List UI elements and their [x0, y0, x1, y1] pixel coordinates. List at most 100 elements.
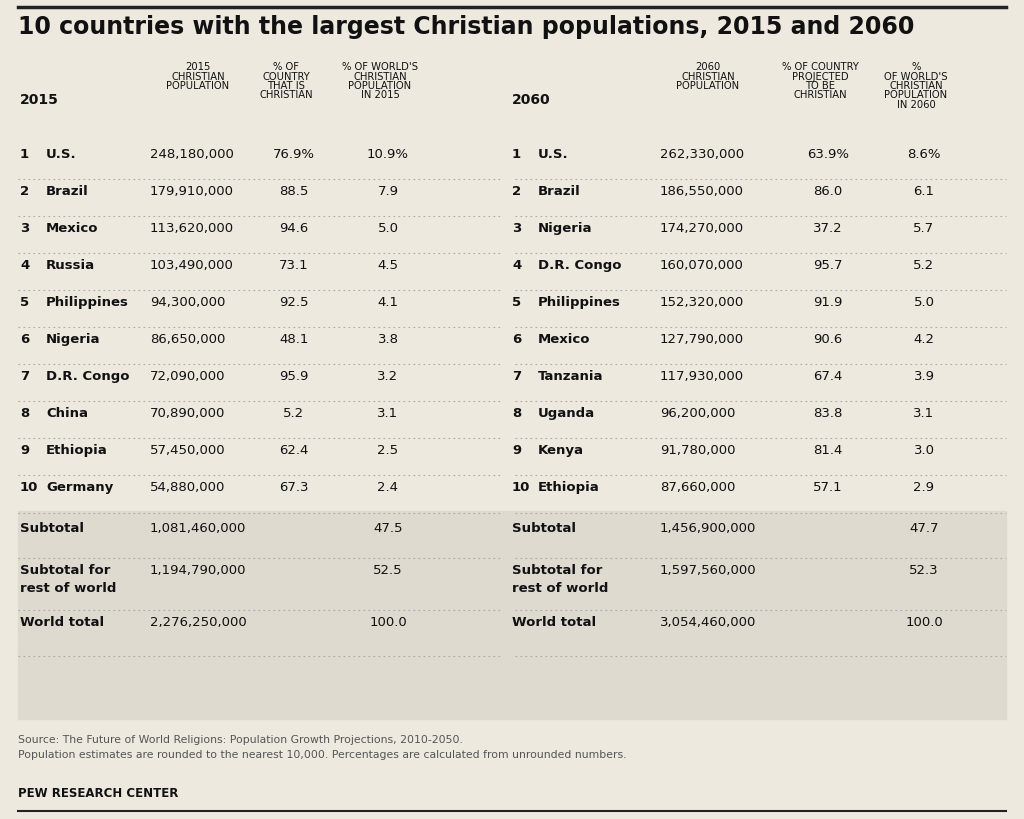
Text: Russia: Russia	[46, 259, 95, 272]
Text: 100.0: 100.0	[369, 615, 407, 628]
Text: 100.0: 100.0	[905, 615, 943, 628]
Text: 3.0: 3.0	[913, 443, 935, 456]
Text: 88.5: 88.5	[280, 185, 308, 197]
Text: 7: 7	[20, 369, 29, 382]
Text: 3: 3	[512, 222, 521, 235]
Text: 152,320,000: 152,320,000	[660, 296, 744, 309]
Text: CHRISTIAN: CHRISTIAN	[681, 71, 735, 81]
Text: Brazil: Brazil	[538, 185, 581, 197]
Text: 5.0: 5.0	[378, 222, 398, 235]
Text: 1: 1	[20, 147, 29, 161]
Text: 67.3: 67.3	[280, 481, 309, 493]
Text: 4: 4	[512, 259, 521, 272]
Text: Subtotal for
rest of world: Subtotal for rest of world	[512, 563, 608, 595]
Text: 57.1: 57.1	[813, 481, 843, 493]
Text: 96,200,000: 96,200,000	[660, 406, 735, 419]
Text: 9: 9	[512, 443, 521, 456]
Text: 174,270,000: 174,270,000	[660, 222, 744, 235]
Text: 76.9%: 76.9%	[273, 147, 315, 161]
Text: 117,930,000: 117,930,000	[660, 369, 744, 382]
Text: 4: 4	[20, 259, 30, 272]
Text: Source: The Future of World Religions: Population Growth Projections, 2010-2050.: Source: The Future of World Religions: P…	[18, 734, 627, 759]
Text: 4.2: 4.2	[913, 333, 935, 346]
Text: PROJECTED: PROJECTED	[792, 71, 848, 81]
Text: 8: 8	[512, 406, 521, 419]
Text: 1,194,790,000: 1,194,790,000	[150, 563, 247, 577]
Text: COUNTRY: COUNTRY	[262, 71, 310, 81]
Text: 67.4: 67.4	[813, 369, 843, 382]
Text: 5.7: 5.7	[913, 222, 935, 235]
Text: Ethiopia: Ethiopia	[538, 481, 600, 493]
Text: 5.2: 5.2	[913, 259, 935, 272]
Text: 1,456,900,000: 1,456,900,000	[660, 522, 757, 534]
Text: 6: 6	[512, 333, 521, 346]
Text: CHRISTIAN: CHRISTIAN	[889, 81, 943, 91]
Text: % OF COUNTRY: % OF COUNTRY	[781, 62, 858, 72]
Text: IN 2060: IN 2060	[897, 100, 935, 110]
Text: %: %	[911, 62, 921, 72]
Text: CHRISTIAN: CHRISTIAN	[353, 71, 407, 81]
Text: 3.2: 3.2	[378, 369, 398, 382]
Text: 10: 10	[20, 481, 38, 493]
Text: CHRISTIAN: CHRISTIAN	[259, 90, 312, 101]
Text: 48.1: 48.1	[280, 333, 308, 346]
Text: 103,490,000: 103,490,000	[150, 259, 233, 272]
Text: TO BE: TO BE	[805, 81, 835, 91]
Text: % OF WORLD'S: % OF WORLD'S	[342, 62, 418, 72]
Text: Subtotal: Subtotal	[20, 522, 84, 534]
Text: 47.7: 47.7	[909, 522, 939, 534]
Text: 62.4: 62.4	[280, 443, 308, 456]
Text: 94,300,000: 94,300,000	[150, 296, 225, 309]
Text: PEW RESEARCH CENTER: PEW RESEARCH CENTER	[18, 786, 178, 799]
Text: IN 2015: IN 2015	[360, 90, 399, 101]
Text: U.S.: U.S.	[46, 147, 77, 161]
Text: 2.4: 2.4	[378, 481, 398, 493]
Text: 1: 1	[512, 147, 521, 161]
Text: China: China	[46, 406, 88, 419]
Text: 5.0: 5.0	[913, 296, 935, 309]
Text: 3.1: 3.1	[913, 406, 935, 419]
Text: World total: World total	[20, 615, 104, 628]
Text: POPULATION: POPULATION	[885, 90, 947, 101]
Text: 4.1: 4.1	[378, 296, 398, 309]
Text: 73.1: 73.1	[280, 259, 309, 272]
Text: 2060: 2060	[512, 93, 551, 106]
Text: Subtotal: Subtotal	[512, 522, 575, 534]
Text: Philippines: Philippines	[46, 296, 129, 309]
Text: Uganda: Uganda	[538, 406, 595, 419]
Text: 81.4: 81.4	[813, 443, 843, 456]
Text: 10 countries with the largest Christian populations, 2015 and 2060: 10 countries with the largest Christian …	[18, 15, 914, 39]
Text: 262,330,000: 262,330,000	[660, 147, 744, 161]
Text: 95.9: 95.9	[280, 369, 308, 382]
Text: 2015: 2015	[185, 62, 211, 72]
Text: Germany: Germany	[46, 481, 114, 493]
Text: 8.6%: 8.6%	[907, 147, 941, 161]
Text: POPULATION: POPULATION	[348, 81, 412, 91]
Text: Ethiopia: Ethiopia	[46, 443, 108, 456]
Text: 2: 2	[20, 185, 29, 197]
Text: 91,780,000: 91,780,000	[660, 443, 735, 456]
Text: 2.9: 2.9	[913, 481, 935, 493]
Text: 7: 7	[512, 369, 521, 382]
Text: 86,650,000: 86,650,000	[150, 333, 225, 346]
Text: POPULATION: POPULATION	[167, 81, 229, 91]
Text: 6: 6	[20, 333, 30, 346]
Text: 2060: 2060	[695, 62, 721, 72]
Text: 2.5: 2.5	[378, 443, 398, 456]
Text: 179,910,000: 179,910,000	[150, 185, 234, 197]
Text: 5.2: 5.2	[284, 406, 304, 419]
Text: 4.5: 4.5	[378, 259, 398, 272]
Text: 6.1: 6.1	[913, 185, 935, 197]
Text: D.R. Congo: D.R. Congo	[538, 259, 622, 272]
Text: CHRISTIAN: CHRISTIAN	[171, 71, 225, 81]
Text: 37.2: 37.2	[813, 222, 843, 235]
Text: 2: 2	[512, 185, 521, 197]
Text: Tanzania: Tanzania	[538, 369, 603, 382]
Text: 7.9: 7.9	[378, 185, 398, 197]
Text: Subtotal for
rest of world: Subtotal for rest of world	[20, 563, 117, 595]
Text: 5: 5	[20, 296, 29, 309]
Text: 2,276,250,000: 2,276,250,000	[150, 615, 247, 628]
Text: 160,070,000: 160,070,000	[660, 259, 743, 272]
Text: 92.5: 92.5	[280, 296, 309, 309]
Text: Brazil: Brazil	[46, 185, 89, 197]
